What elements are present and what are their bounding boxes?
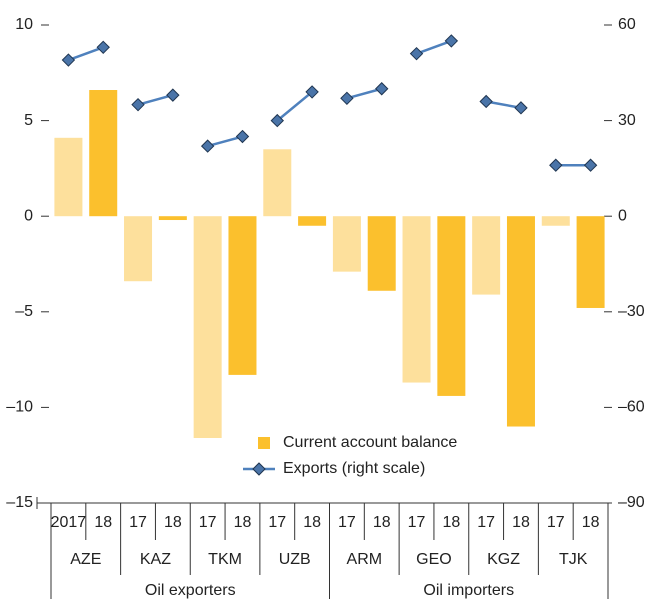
marker [340, 91, 354, 106]
marker [305, 85, 319, 99]
y2-tick-label: 60 [618, 16, 636, 33]
y2-tick-label: –90 [618, 494, 645, 511]
y-tick-label: –15 [6, 494, 33, 511]
x-tick-label: 17 [408, 514, 426, 531]
bar [332, 216, 361, 272]
x-tick-label: 17 [268, 514, 286, 531]
country-label: TKM [208, 551, 242, 568]
bar [437, 216, 466, 396]
x-tick-label: 17 [129, 514, 147, 531]
country-label: KAZ [140, 551, 171, 568]
line-segment [137, 93, 174, 106]
y-tick-label: 0 [24, 207, 33, 224]
marker [96, 40, 110, 55]
legend-label: Exports (right scale) [283, 460, 425, 477]
line-segment [67, 46, 104, 62]
bar [89, 90, 118, 217]
marker [514, 101, 528, 115]
line-segment [416, 39, 452, 55]
y-tick-label: 5 [24, 112, 33, 129]
x-tick-label: 18 [94, 514, 112, 531]
legend-swatch [258, 437, 270, 449]
y2-tick-label: –30 [618, 303, 645, 320]
y2-tick-label: 0 [618, 207, 627, 224]
country-label: AZE [70, 551, 101, 568]
marker [200, 139, 215, 153]
x-tick-label: 18 [303, 514, 321, 531]
legend-label: Current account balance [283, 434, 457, 451]
country-label: UZB [279, 551, 311, 568]
x-tick-label: 17 [199, 514, 217, 531]
marker [131, 97, 145, 112]
bar [124, 216, 153, 282]
x-tick-label: 18 [234, 514, 252, 531]
bloc-label: Oil importers [423, 582, 514, 599]
y-tick-label: –10 [6, 399, 33, 416]
x-tick-label: 17 [338, 514, 356, 531]
marker [270, 113, 284, 128]
line-segment [485, 100, 522, 110]
bloc-label: Oil exporters [145, 582, 236, 599]
bar [193, 216, 222, 438]
bar [506, 216, 535, 427]
country-label: KGZ [487, 551, 520, 568]
country-label: ARM [347, 551, 383, 568]
bar [541, 216, 570, 226]
bar [263, 149, 292, 217]
marker [479, 94, 493, 109]
marker [235, 129, 250, 144]
y-tick-label: 10 [15, 16, 33, 33]
line-segment [346, 87, 383, 100]
country-label: TJK [559, 551, 588, 568]
y2-tick-label: –60 [618, 399, 645, 416]
bar [158, 216, 187, 221]
legend-marker [252, 462, 266, 476]
marker [61, 53, 76, 67]
marker [444, 34, 459, 48]
country-label: GEO [416, 551, 452, 568]
y2-tick-label: 30 [618, 112, 636, 129]
marker [583, 158, 598, 172]
x-tick-label: 18 [512, 514, 530, 531]
marker [549, 158, 563, 172]
x-tick-label: 18 [164, 514, 182, 531]
marker [409, 46, 424, 61]
bar [576, 216, 605, 308]
x-tick-label: 18 [582, 514, 600, 531]
bar [472, 216, 501, 295]
bar [54, 137, 83, 217]
bar [298, 216, 327, 226]
marker [375, 82, 389, 96]
bar [228, 216, 257, 375]
x-tick-label: 18 [373, 514, 391, 531]
x-tick-label: 17 [547, 514, 565, 531]
x-tick-label: 18 [442, 514, 460, 531]
x-tick-label: 2017 [51, 514, 87, 531]
x-tick-label: 17 [477, 514, 495, 531]
marker [166, 88, 180, 102]
bar [367, 216, 396, 291]
y-tick-label: –5 [15, 303, 33, 320]
line-segment [276, 90, 313, 122]
bar [402, 216, 431, 383]
line-segment [207, 135, 243, 148]
